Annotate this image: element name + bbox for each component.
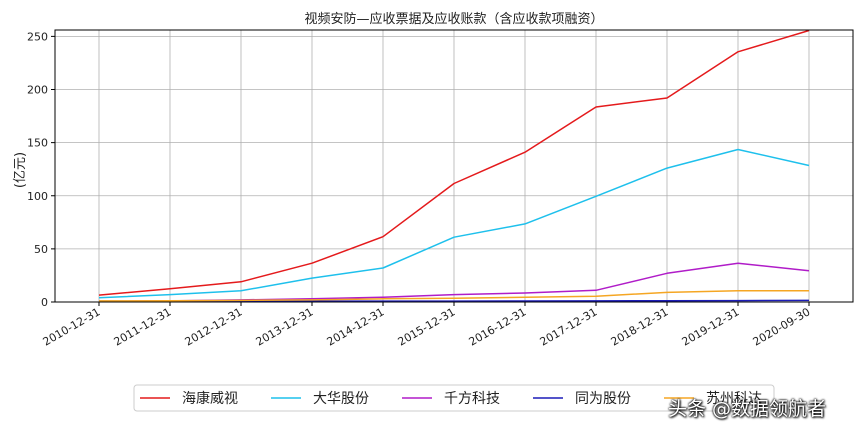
series-lines [98, 29, 810, 303]
y-axis-label: (亿元) [13, 152, 28, 188]
x-tick-label: 2020-09-30 [751, 305, 813, 348]
x-tick-label: 2013-12-31 [254, 305, 316, 348]
y-tick-label: 50 [34, 243, 48, 256]
series-line-1 [98, 148, 810, 299]
grid-lines [55, 30, 853, 303]
legend-label: 大华股份 [313, 391, 369, 407]
legend: 海康威视 大华股份 千方科技 同为股份 苏州科达 [133, 384, 775, 412]
series-line-4 [98, 290, 809, 302]
legend-label: 千方科技 [444, 391, 500, 407]
y-tick-label: 150 [27, 137, 48, 150]
series-line-0 [98, 29, 810, 296]
legend-label: 海康威视 [182, 390, 238, 407]
x-tick-label: 2019-12-31 [680, 305, 742, 348]
legend-label: 同为股份 [575, 391, 631, 407]
x-tick-label: 2010-12-31 [41, 305, 103, 348]
chart-title: 视频安防—应收票据及应收账款（含应收款项融资） [304, 11, 603, 27]
x-axis-ticks: 2010-12-31 2011-12-31 2012-12-31 2013-12-31… [41, 302, 813, 349]
x-tick-label: 2014-12-31 [325, 305, 387, 348]
legend-box [133, 384, 775, 412]
y-tick-label: 100 [27, 190, 48, 203]
x-tick-label: 2016-12-31 [467, 305, 529, 348]
legend-label: 苏州科达 [706, 391, 762, 407]
x-tick-label: 2012-12-31 [183, 305, 245, 348]
watermark: 头条 @数据领航者 [668, 398, 827, 420]
x-tick-label: 2011-12-31 [112, 305, 174, 348]
y-axis-ticks: 0 50 100 150 200 250 [27, 30, 55, 309]
y-tick-label: 250 [27, 30, 48, 43]
y-tick-label: 200 [27, 84, 48, 97]
x-tick-label: 2018-12-31 [609, 305, 671, 348]
x-tick-label: 2015-12-31 [396, 305, 458, 348]
y-tick-label: 0 [41, 296, 48, 309]
x-tick-label: 2017-12-31 [538, 305, 600, 348]
